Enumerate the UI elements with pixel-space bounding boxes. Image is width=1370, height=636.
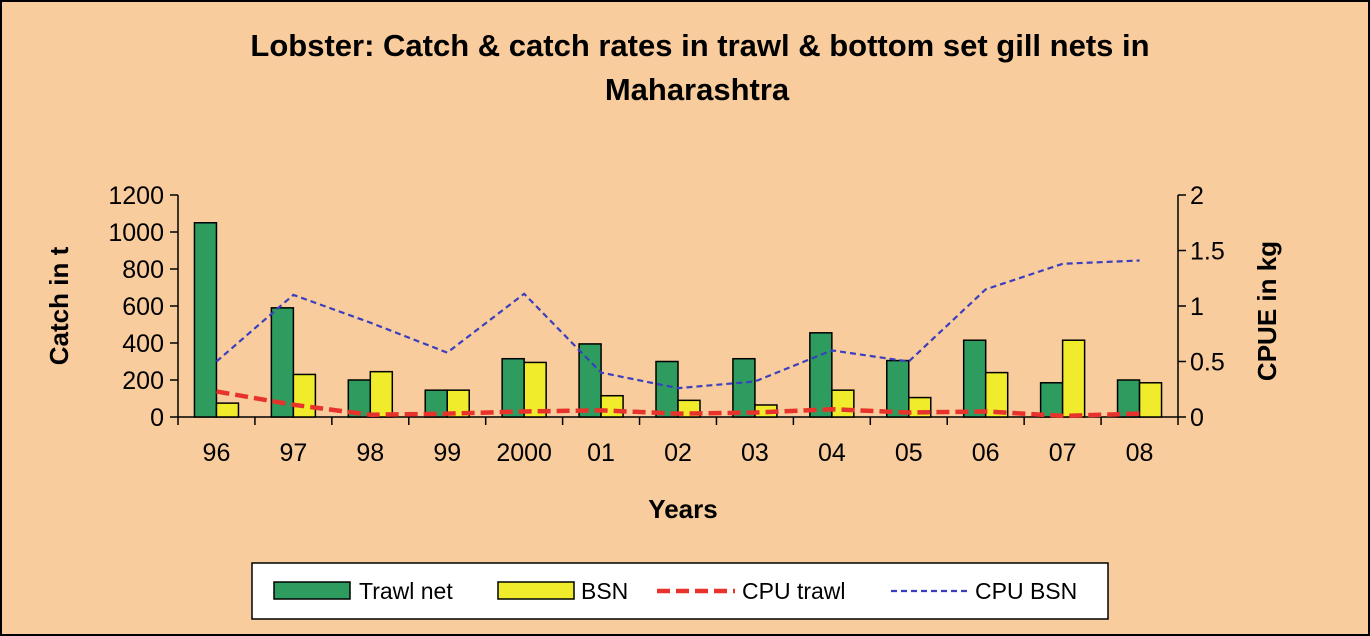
- bar-bsn: [1138, 382, 1163, 418]
- y-tick-label-left: 800: [122, 256, 164, 284]
- y-tick-label-left: 200: [122, 367, 164, 395]
- line-cpu-trawl: [216, 389, 1140, 419]
- legend: Trawl net BSN CPU trawl CPU BSN: [273, 578, 1077, 604]
- y-axis-title-right: CPUE in kg: [1252, 241, 1282, 381]
- y-tick-label-right: 0.5: [1190, 349, 1225, 377]
- legend-label-cpu-trawl: CPU trawl: [742, 578, 846, 604]
- plot-area: 0 200 400 600 800 1000 1200 0 0.5 1 1.5 2 96 97 98 99 20…: [108, 182, 1224, 467]
- y-tick-label-left: 600: [122, 293, 164, 321]
- x-tick-label: 04: [818, 439, 846, 467]
- bar-trawl-net: [578, 343, 602, 418]
- bar-trawl-net: [886, 359, 910, 418]
- line-cpu-bsn: [215, 259, 1140, 390]
- bar-trawl-net: [962, 339, 987, 418]
- legend-swatch-bsn: [497, 581, 575, 600]
- x-tick-label: 03: [741, 439, 769, 467]
- y-tick-label-right: 1: [1190, 293, 1204, 321]
- bar-bsn: [523, 361, 547, 418]
- x-tick-label: 08: [1126, 439, 1154, 467]
- x-tick-label: 02: [664, 439, 692, 467]
- x-tick-label: 97: [279, 439, 307, 467]
- y-axis-title-left: Catch in t: [44, 246, 74, 365]
- y-tick-label-left: 1000: [108, 219, 164, 247]
- x-tick-label: 07: [1049, 439, 1077, 467]
- bar-trawl-net: [501, 357, 525, 418]
- legend-swatch-trawl-net: [273, 581, 351, 600]
- bar-trawl-net: [809, 332, 833, 418]
- y-tick-label-right: 0: [1190, 404, 1204, 432]
- x-tick-label: 99: [433, 439, 461, 467]
- chart-title-line-2: Maharashtra: [605, 72, 790, 107]
- y-tick-label-right: 1.5: [1190, 238, 1225, 266]
- bar-bsn: [446, 389, 470, 418]
- bar-bsn: [984, 371, 1009, 418]
- y-tick-label-right: 2: [1190, 182, 1204, 210]
- x-tick-label: 96: [203, 439, 231, 467]
- x-tick-label: 06: [972, 439, 1000, 467]
- chart-title-line-1: Lobster: Catch & catch rates in trawl & …: [250, 28, 1149, 63]
- x-axis-title: Years: [648, 494, 717, 524]
- legend-label-trawl-net: Trawl net: [359, 578, 453, 604]
- bar-trawl-net: [732, 357, 756, 418]
- bar-bsn: [1061, 339, 1086, 418]
- y-tick-label-left: 400: [122, 330, 164, 358]
- bar-trawl-net: [193, 222, 218, 418]
- bar-trawl-net: [655, 360, 679, 418]
- x-tick-label: 01: [587, 439, 615, 467]
- bar-bsn: [831, 389, 855, 418]
- x-tick-label: 2000: [496, 439, 552, 467]
- bar-bsn: [600, 394, 624, 418]
- bar-trawl-net: [1116, 379, 1141, 418]
- x-tick-label: 05: [895, 439, 923, 467]
- x-tick-label: 98: [356, 439, 384, 467]
- bar-bsn: [215, 402, 240, 418]
- legend-label-bsn: BSN: [581, 578, 628, 604]
- bar-trawl-net: [270, 307, 295, 418]
- y-tick-label-left: 1200: [108, 182, 164, 210]
- bar-bsn: [369, 370, 394, 418]
- bar-bsn: [292, 373, 317, 418]
- legend-label-cpu-bsn: CPU BSN: [975, 578, 1077, 604]
- y-tick-label-left: 0: [150, 404, 164, 432]
- bar-trawl-net: [1039, 382, 1064, 418]
